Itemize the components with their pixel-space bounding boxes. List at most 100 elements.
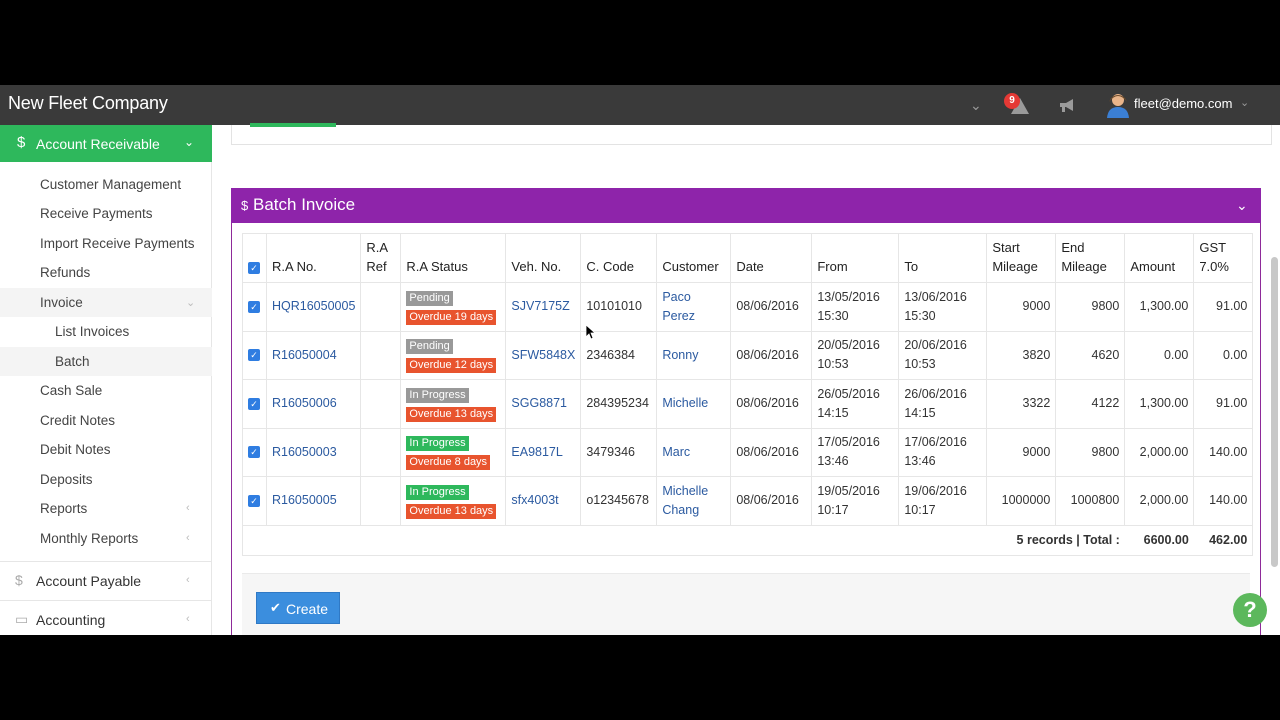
row-checkbox[interactable]: ✓: [248, 446, 260, 459]
sidebar-section-accounting[interactable]: ▭ Accounting ‹: [0, 600, 212, 635]
customer-link[interactable]: Paco Perez: [656, 282, 732, 332]
col-end-mileage[interactable]: End Mileage: [1055, 233, 1126, 283]
end-mileage-cell: 9800: [1055, 282, 1126, 332]
row-checkbox[interactable]: ✓: [248, 494, 260, 507]
sidebar-section-label: Accounting: [36, 612, 106, 628]
sidebar-section-account-payable[interactable]: $ Account Payable ‹: [0, 561, 212, 599]
from-date: 19/05/2016: [817, 483, 880, 498]
ra-no-link[interactable]: R16050003: [265, 427, 362, 477]
user-email[interactable]: fleet@demo.com: [1134, 96, 1233, 111]
sidebar-item-monthly-reports[interactable]: Monthly Reports ‹: [0, 524, 212, 553]
date-cell: 08/06/2016: [730, 330, 813, 380]
chevron-down-icon[interactable]: ⌄: [1240, 97, 1250, 109]
avatar[interactable]: [1106, 92, 1130, 118]
ra-status-cell: Pending Overdue 19 days: [400, 282, 507, 332]
checkmark-icon: ✔: [270, 600, 281, 615]
double-chevron-down-icon[interactable]: ⌄: [970, 97, 982, 113]
sidebar-item-label: Deposits: [40, 472, 93, 487]
sidebar-item-label: Reports: [40, 501, 88, 516]
veh-no-link[interactable]: sfx4003t: [505, 476, 582, 526]
sidebar-section-label: Account Payable: [36, 573, 142, 589]
col-customer[interactable]: Customer: [656, 233, 732, 283]
page-scrollbar[interactable]: [1271, 257, 1278, 567]
col-ra-ref-line1: R.A: [366, 240, 389, 255]
from-time: 14:15: [817, 405, 849, 420]
veh-no-link[interactable]: SFW5848X: [505, 330, 582, 380]
chevron-down-icon[interactable]: ⌄: [1236, 197, 1248, 213]
col-gst[interactable]: GST 7.0%: [1193, 233, 1254, 283]
veh-no-link[interactable]: EA9817L: [505, 427, 582, 477]
sidebar-item-list-invoices[interactable]: List Invoices: [0, 317, 212, 346]
start-mileage-cell: 3322: [986, 379, 1057, 429]
customer-name: Michelle: [662, 483, 709, 498]
sidebar-item-reports[interactable]: Reports ‹: [0, 494, 212, 523]
company-name[interactable]: New Fleet Company: [8, 93, 168, 113]
start-mileage-cell: 1000000: [986, 476, 1057, 526]
col-amount[interactable]: Amount: [1124, 233, 1195, 283]
select-all-checkbox[interactable]: ✓: [248, 261, 260, 274]
col-from[interactable]: From: [811, 233, 900, 283]
status-badge: Pending: [406, 290, 453, 306]
ra-no-link[interactable]: R16050004: [265, 330, 362, 380]
dollar-icon: $: [15, 572, 23, 588]
ra-ref-cell: [360, 476, 402, 526]
sidebar-item-label: Credit Notes: [40, 413, 116, 428]
sidebar-item-import-receive-payments[interactable]: Import Receive Payments: [0, 229, 212, 258]
help-icon[interactable]: ?: [1233, 593, 1267, 627]
sidebar-section-account-receivable[interactable]: $ Account Receivable ⌄: [0, 125, 212, 162]
dollar-icon: $: [241, 198, 249, 213]
batch-invoice-table: ✓ R.A No. R.A Ref R.A Status Veh. No. C. …: [241, 233, 1254, 556]
sidebar-item-receive-payments[interactable]: Receive Payments: [0, 199, 212, 228]
date-cell: 08/06/2016: [730, 379, 813, 429]
col-c-code[interactable]: C. Code: [580, 233, 658, 283]
col-to[interactable]: To: [898, 233, 988, 283]
sidebar-item-debit-notes[interactable]: Debit Notes: [0, 435, 212, 464]
customer-link[interactable]: Michelle: [656, 379, 732, 429]
ra-no-link[interactable]: HQR16050005: [265, 282, 362, 332]
col-start-mileage[interactable]: Start Mileage: [986, 233, 1057, 283]
col-ra-ref-line2: Ref: [366, 259, 387, 274]
table-row: ✓ HQR16050005 Pending Overdue 19 days SJV…: [242, 282, 1254, 332]
row-select-cell: ✓: [242, 379, 267, 429]
total-amount: 6600.00: [1124, 525, 1194, 556]
veh-no-link[interactable]: SGG8871: [505, 379, 582, 429]
date-cell: 08/06/2016: [730, 282, 813, 332]
amount-cell: 0.00: [1124, 330, 1195, 380]
sidebar-item-batch[interactable]: Batch: [0, 347, 212, 376]
row-checkbox[interactable]: ✓: [248, 397, 260, 410]
col-veh-no[interactable]: Veh. No.: [505, 233, 582, 283]
overdue-badge: Overdue 19 days: [406, 309, 497, 325]
sidebar-item-refunds[interactable]: Refunds: [0, 258, 212, 287]
previous-panel-button-edge[interactable]: [250, 123, 336, 127]
from-time: 13:46: [817, 454, 849, 469]
sidebar-item-customer-management[interactable]: Customer Management: [0, 170, 212, 199]
select-all-header: ✓: [242, 233, 267, 283]
row-checkbox[interactable]: ✓: [248, 300, 260, 313]
row-checkbox[interactable]: ✓: [248, 349, 260, 362]
customer-link[interactable]: Michelle Chang: [656, 476, 732, 526]
megaphone-icon[interactable]: [1058, 97, 1076, 113]
sidebar-item-deposits[interactable]: Deposits: [0, 465, 212, 494]
col-ra-ref[interactable]: R.A Ref: [360, 233, 402, 283]
customer-link[interactable]: Marc: [656, 427, 732, 477]
veh-no-link[interactable]: SJV7175Z: [505, 282, 582, 332]
sidebar-item-cash-sale[interactable]: Cash Sale: [0, 376, 212, 405]
to-date: 26/06/2016: [904, 386, 967, 401]
col-ra-no[interactable]: R.A No.: [265, 233, 362, 283]
customer-link[interactable]: Ronny: [656, 330, 732, 380]
from-date: 26/05/2016: [817, 386, 880, 401]
ra-no-link[interactable]: R16050005: [265, 476, 362, 526]
chevron-left-icon: ‹: [186, 532, 190, 544]
overdue-badge: Overdue 8 days: [406, 455, 491, 471]
panel-header[interactable]: $ Batch Invoice ⌄: [231, 188, 1261, 223]
warning-icon[interactable]: [1010, 97, 1030, 115]
sidebar-item-credit-notes[interactable]: Credit Notes: [0, 406, 212, 435]
sidebar-item-invoice[interactable]: Invoice ⌄: [0, 288, 212, 317]
amount-cell: 2,000.00: [1124, 427, 1195, 477]
ra-no-link[interactable]: R16050006: [265, 379, 362, 429]
to-time: 10:53: [904, 357, 936, 372]
mouse-cursor-icon: [586, 325, 596, 340]
create-button[interactable]: ✔ Create: [256, 592, 340, 624]
col-date[interactable]: Date: [730, 233, 813, 283]
col-ra-status[interactable]: R.A Status: [400, 233, 507, 283]
